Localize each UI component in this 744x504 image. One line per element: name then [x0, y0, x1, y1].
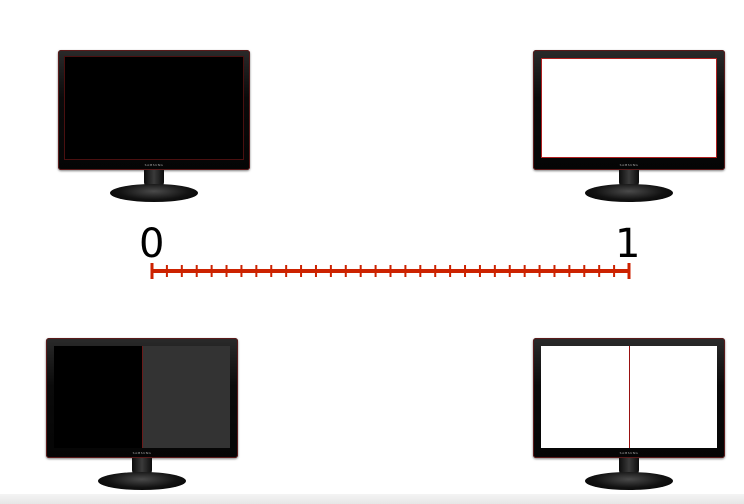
monitor-neck: [132, 458, 152, 476]
screen-half-dark-gray: [142, 346, 230, 448]
brand-logo: SAMSUNG: [619, 163, 639, 167]
scale-min-label: 0: [139, 221, 165, 267]
monitor-top-right: SAMSUNG: [533, 50, 725, 202]
screen-divider: [142, 346, 143, 448]
monitor-base: [98, 472, 186, 490]
monitor-screen-white: [541, 58, 717, 158]
monitor-screen-black: [64, 56, 244, 160]
monitor-base: [110, 184, 198, 202]
monitor-bottom-right: SAMSUNG: [533, 338, 725, 490]
monitor-top-left: SAMSUNG: [58, 50, 250, 202]
scale-max-label: 1: [615, 221, 641, 267]
monitor-neck: [619, 170, 639, 188]
screen-half-white-right: [629, 346, 717, 448]
scale-bar: [150, 263, 631, 279]
monitor-base: [585, 184, 673, 202]
brand-logo: SAMSUNG: [144, 163, 164, 167]
monitor-neck: [619, 458, 639, 476]
monitor-screen-split-white: [541, 346, 717, 448]
monitor-bottom-left: SAMSUNG: [46, 338, 238, 490]
brand-logo: SAMSUNG: [132, 451, 152, 455]
brand-logo: SAMSUNG: [619, 451, 639, 455]
screen-divider: [629, 346, 630, 448]
monitor-base: [585, 472, 673, 490]
monitor-screen-split-dark: [54, 346, 230, 448]
monitor-neck: [144, 170, 164, 188]
bottom-edge-strip: [0, 494, 744, 504]
screen-half-black: [54, 346, 142, 448]
screen-half-white-left: [541, 346, 629, 448]
